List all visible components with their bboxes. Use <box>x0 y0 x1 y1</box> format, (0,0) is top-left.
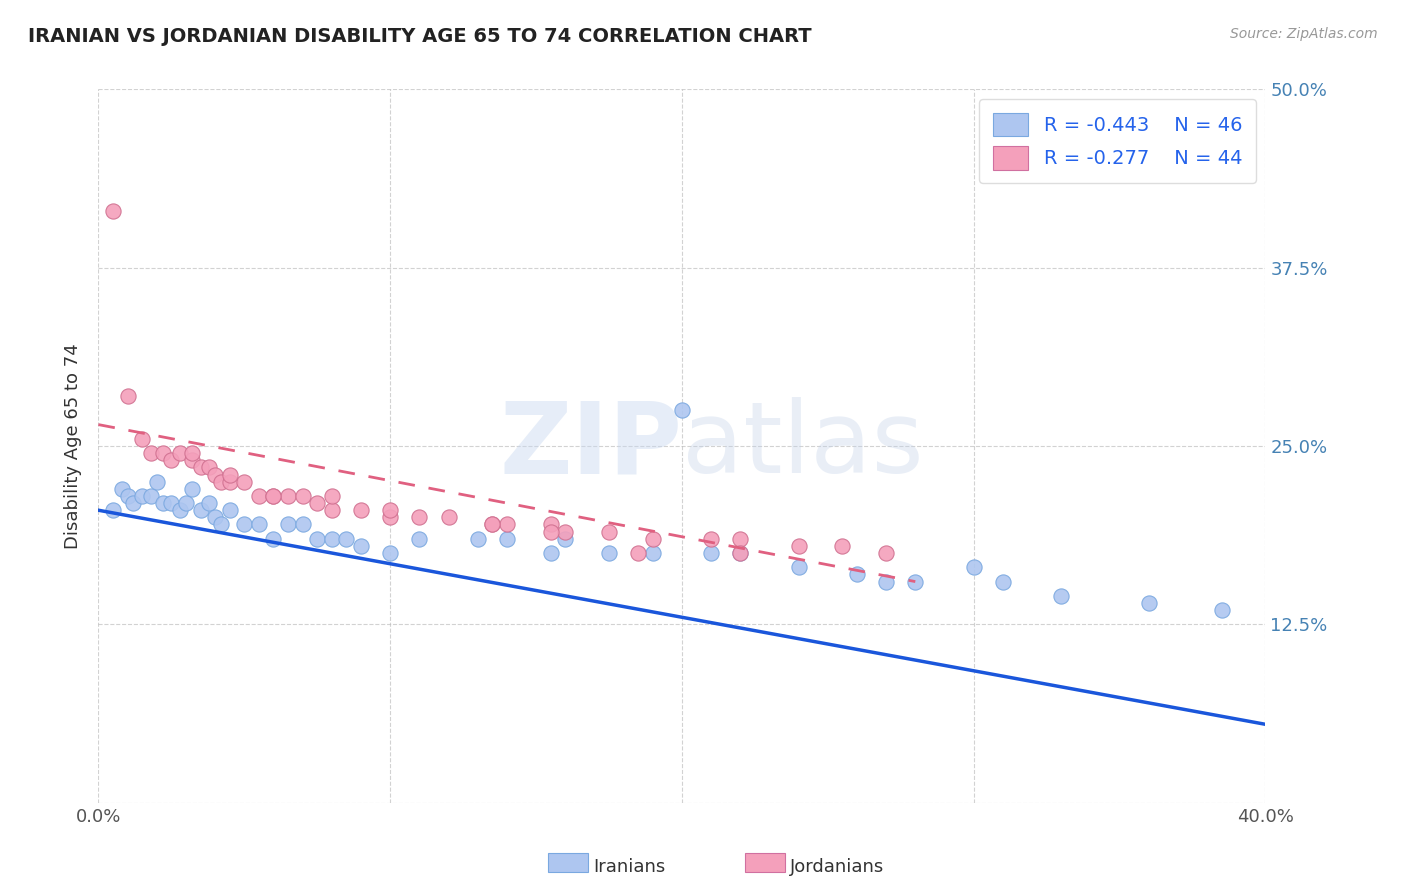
Point <box>321 489 343 503</box>
Point <box>101 203 124 218</box>
Point <box>378 503 402 517</box>
Point <box>321 503 343 517</box>
Point <box>198 460 221 475</box>
Point <box>117 389 139 403</box>
Text: IRANIAN VS JORDANIAN DISABILITY AGE 65 TO 74 CORRELATION CHART: IRANIAN VS JORDANIAN DISABILITY AGE 65 T… <box>28 27 811 45</box>
Point <box>540 524 562 539</box>
Legend: R = -0.443    N = 46, R = -0.277    N = 44: R = -0.443 N = 46, R = -0.277 N = 44 <box>980 99 1256 184</box>
Text: Source: ZipAtlas.com: Source: ZipAtlas.com <box>1230 27 1378 41</box>
Point <box>204 510 226 524</box>
Point <box>787 560 810 574</box>
Point <box>700 532 723 546</box>
Point <box>291 517 314 532</box>
Point <box>198 496 221 510</box>
Point <box>641 546 664 560</box>
Point <box>111 482 134 496</box>
Point <box>467 532 489 546</box>
Point <box>169 503 191 517</box>
Point <box>247 517 270 532</box>
Point <box>247 489 270 503</box>
Point <box>209 517 232 532</box>
Point <box>350 539 373 553</box>
Point <box>277 489 299 503</box>
Point <box>831 539 853 553</box>
Point <box>174 496 197 510</box>
Point <box>307 532 329 546</box>
Point <box>204 467 226 482</box>
Point <box>190 503 212 517</box>
Point <box>218 503 240 517</box>
Point <box>262 532 284 546</box>
Point <box>131 432 153 446</box>
Point <box>641 532 664 546</box>
Point <box>437 510 460 524</box>
Point <box>160 496 183 510</box>
Point <box>152 496 174 510</box>
Point <box>904 574 927 589</box>
Point <box>277 517 299 532</box>
Point <box>378 546 402 560</box>
Point <box>209 475 232 489</box>
Point <box>307 496 329 510</box>
Point <box>350 503 373 517</box>
Point <box>335 532 357 546</box>
Point <box>495 532 517 546</box>
Point <box>554 532 576 546</box>
Text: Jordanians: Jordanians <box>790 858 884 876</box>
Point <box>146 475 169 489</box>
Point <box>495 517 517 532</box>
Point <box>101 503 124 517</box>
Point <box>122 496 145 510</box>
Point <box>481 517 503 532</box>
Point <box>671 403 693 417</box>
Point <box>321 532 343 546</box>
Point <box>540 546 562 560</box>
Point <box>117 489 139 503</box>
Point <box>131 489 153 503</box>
Point <box>262 489 284 503</box>
Point <box>1050 589 1073 603</box>
Point <box>728 546 751 560</box>
Point <box>218 467 240 482</box>
Point <box>700 546 723 560</box>
Point <box>875 574 897 589</box>
Point <box>991 574 1014 589</box>
Text: atlas: atlas <box>682 398 924 494</box>
Point <box>180 446 202 460</box>
Point <box>554 524 576 539</box>
Point <box>598 546 620 560</box>
Point <box>627 546 650 560</box>
Y-axis label: Disability Age 65 to 74: Disability Age 65 to 74 <box>65 343 83 549</box>
Point <box>598 524 620 539</box>
Point <box>291 489 314 503</box>
Point <box>378 510 402 524</box>
Point <box>845 567 868 582</box>
Point <box>540 517 562 532</box>
Text: Iranians: Iranians <box>593 858 665 876</box>
Point <box>728 546 751 560</box>
Point <box>962 560 984 574</box>
Point <box>180 482 202 496</box>
Point <box>218 475 240 489</box>
Point <box>728 532 751 546</box>
Point <box>233 517 256 532</box>
Point <box>1137 596 1160 610</box>
Point <box>169 446 191 460</box>
Point <box>180 453 202 467</box>
Point <box>160 453 183 467</box>
Point <box>152 446 174 460</box>
Point <box>233 475 256 489</box>
Point <box>139 446 162 460</box>
Point <box>875 546 897 560</box>
Point <box>481 517 503 532</box>
Point <box>408 510 430 524</box>
Point <box>408 532 430 546</box>
Point <box>1211 603 1233 617</box>
Point <box>190 460 212 475</box>
Point <box>139 489 162 503</box>
Text: ZIP: ZIP <box>499 398 682 494</box>
Point <box>262 489 284 503</box>
Point <box>787 539 810 553</box>
